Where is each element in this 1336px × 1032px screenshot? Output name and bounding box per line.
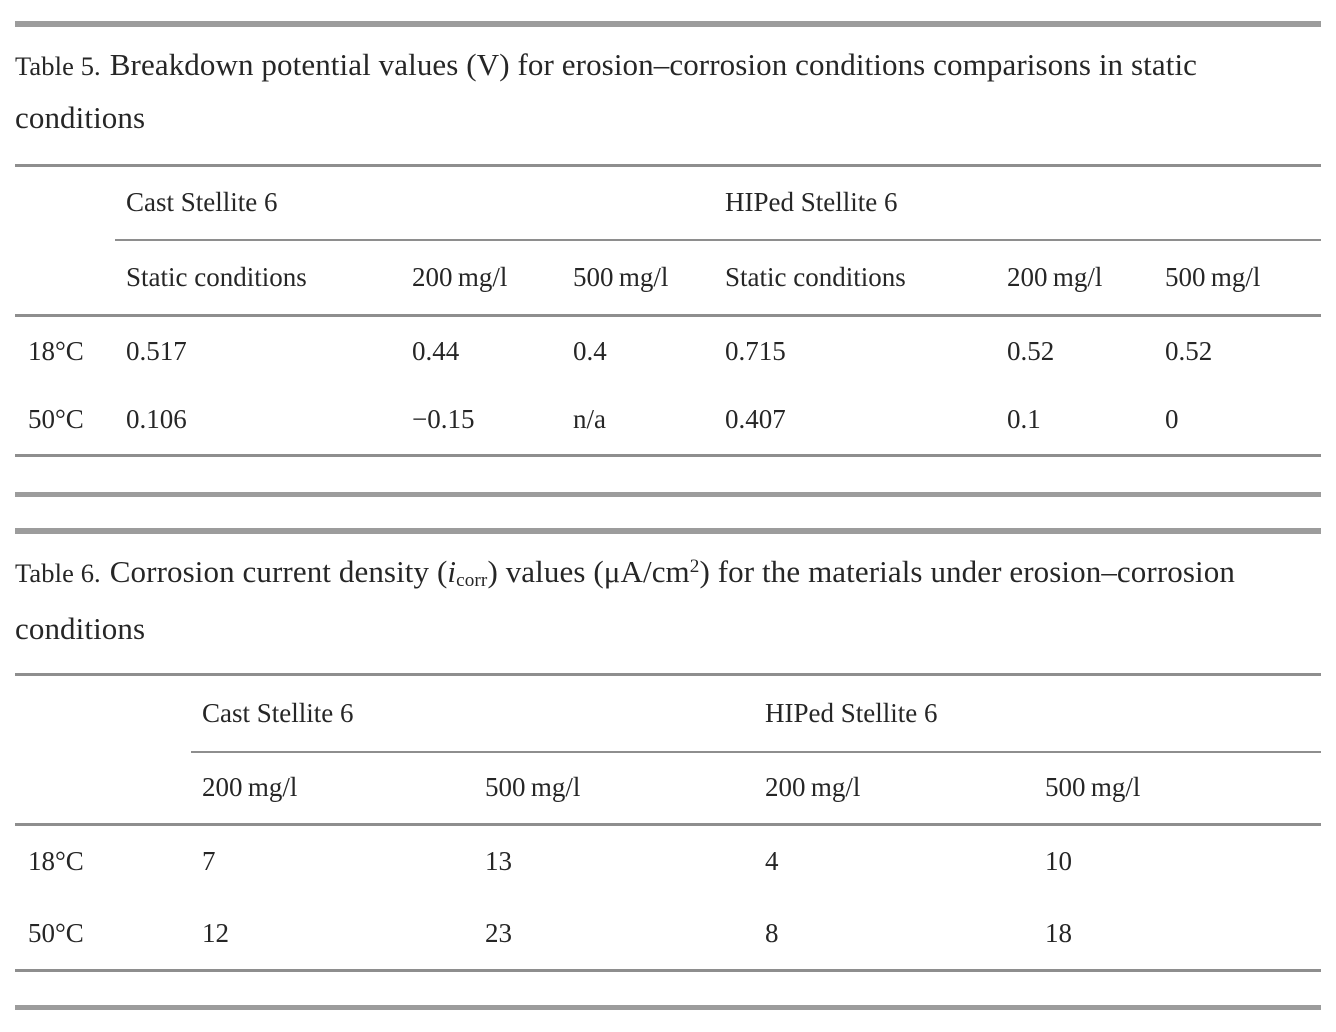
table5-subheader-500-cast: 500 mg/l xyxy=(562,239,714,317)
table5-caption: Table 5. Breakdown potential values (V) f… xyxy=(15,39,1321,144)
table5-subheader-empty xyxy=(15,239,115,317)
table5-group-hiped: HIPed Stellite 6 xyxy=(714,165,1322,241)
data-cell: 18 xyxy=(1045,917,1072,948)
data-cell: 0.52 xyxy=(1165,335,1213,366)
data-cell: 23 xyxy=(485,917,512,948)
data-cell: 0.52 xyxy=(1007,335,1055,366)
table6-row-18c: 18°C 7 13 4 10 xyxy=(15,825,1321,898)
table5-bottom-gap xyxy=(15,457,1321,492)
data-cell: 0.1 xyxy=(1007,404,1041,435)
table6-subheader-500-hiped: 500 mg/l xyxy=(1034,751,1322,826)
cm2-superscript: 2 xyxy=(689,556,700,578)
table5-row-50c: 50°C 0.106 −0.15 n/a 0.407 0.1 0 xyxy=(15,386,1321,456)
table6-group-cast: Cast Stellite 6 xyxy=(191,674,754,753)
data-cell: 8 xyxy=(765,917,779,948)
table6-caption-text-before: Corrosion current density ( xyxy=(109,554,448,589)
table5-group-cast: Cast Stellite 6 xyxy=(115,165,714,241)
data-cell: 10 xyxy=(1045,846,1072,877)
table6-bottom-rule xyxy=(15,1005,1321,1010)
table6-caption-label: Table 6. xyxy=(15,558,101,588)
data-cell: 0.517 xyxy=(126,335,187,366)
table6-top-rule xyxy=(15,528,1321,534)
table5-corner-cell xyxy=(15,166,115,240)
data-cell: 0.106 xyxy=(126,404,187,435)
table5-group-header-row: Cast Stellite 6 HIPed Stellite 6 xyxy=(15,165,1322,241)
table5-caption-label: Table 5. xyxy=(15,51,101,81)
table6-caption-text-middle: ) values (μA/cm xyxy=(487,554,690,589)
table5-section: Table 5. Breakdown potential values (V) f… xyxy=(15,21,1322,497)
table6-caption-text-after: ) for the materials under erosion–corros… xyxy=(15,554,1235,646)
icorr-symbol: i xyxy=(447,554,457,589)
data-cell: 7 xyxy=(202,846,216,877)
table6-subheader-500-cast: 500 mg/l xyxy=(474,751,754,826)
data-cell: −0.15 xyxy=(412,404,475,435)
table6-bottom-gap xyxy=(15,972,1321,1005)
data-cell: 0.44 xyxy=(412,335,460,366)
data-cell: 0.407 xyxy=(725,404,786,435)
table6-group-hiped: HIPed Stellite 6 xyxy=(754,674,1322,753)
table6: Cast Stellite 6 HIPed Stellite 6 200 mg/… xyxy=(15,673,1322,972)
table5-row-18c: 18°C 0.517 0.44 0.4 0.715 0.52 0.52 xyxy=(15,316,1321,386)
table6-subheader-200-cast: 200 mg/l xyxy=(191,751,474,826)
data-cell: 4 xyxy=(765,846,779,877)
table5-subheader-row: Static conditions 200 mg/l 500 mg/l Stat… xyxy=(15,239,1322,317)
table6-subheader-row: 200 mg/l 500 mg/l 200 mg/l 500 mg/l xyxy=(15,751,1322,826)
row-label: 18°C xyxy=(28,846,84,877)
table5-subheader-200-hiped: 200 mg/l xyxy=(996,239,1154,317)
data-cell: 0.715 xyxy=(725,335,786,366)
data-cell: n/a xyxy=(573,404,606,435)
row-label: 50°C xyxy=(28,917,84,948)
table5-subheader-500-hiped: 500 mg/l xyxy=(1154,239,1322,317)
data-cell: 13 xyxy=(485,846,512,877)
table5-top-rule xyxy=(15,21,1321,27)
table6-subheader-empty xyxy=(15,751,191,826)
data-cell: 12 xyxy=(202,917,229,948)
table5-caption-text: Breakdown potential values (V) for erosi… xyxy=(15,47,1198,135)
icorr-subscript: corr xyxy=(456,570,488,592)
table6-section: Table 6. Corrosion current density (icorr… xyxy=(15,528,1322,1010)
table5-subheader-static-cast: Static conditions xyxy=(115,239,401,317)
table6-corner-cell xyxy=(15,675,191,752)
table5-subheader-200-cast: 200 mg/l xyxy=(401,239,562,317)
row-label: 18°C xyxy=(28,335,84,366)
table6-row-50c: 50°C 12 23 8 18 xyxy=(15,898,1321,971)
data-cell: 0 xyxy=(1165,404,1179,435)
row-label: 50°C xyxy=(28,404,84,435)
table6-group-header-row: Cast Stellite 6 HIPed Stellite 6 xyxy=(15,674,1322,753)
table6-caption: Table 6. Corrosion current density (icorr… xyxy=(15,546,1321,655)
data-cell: 0.4 xyxy=(573,335,607,366)
table6-subheader-200-hiped: 200 mg/l xyxy=(754,751,1034,826)
table5-subheader-static-hiped: Static conditions xyxy=(714,239,996,317)
table5-bottom-rule xyxy=(15,492,1321,497)
table5: Cast Stellite 6 HIPed Stellite 6 Static … xyxy=(15,164,1322,457)
